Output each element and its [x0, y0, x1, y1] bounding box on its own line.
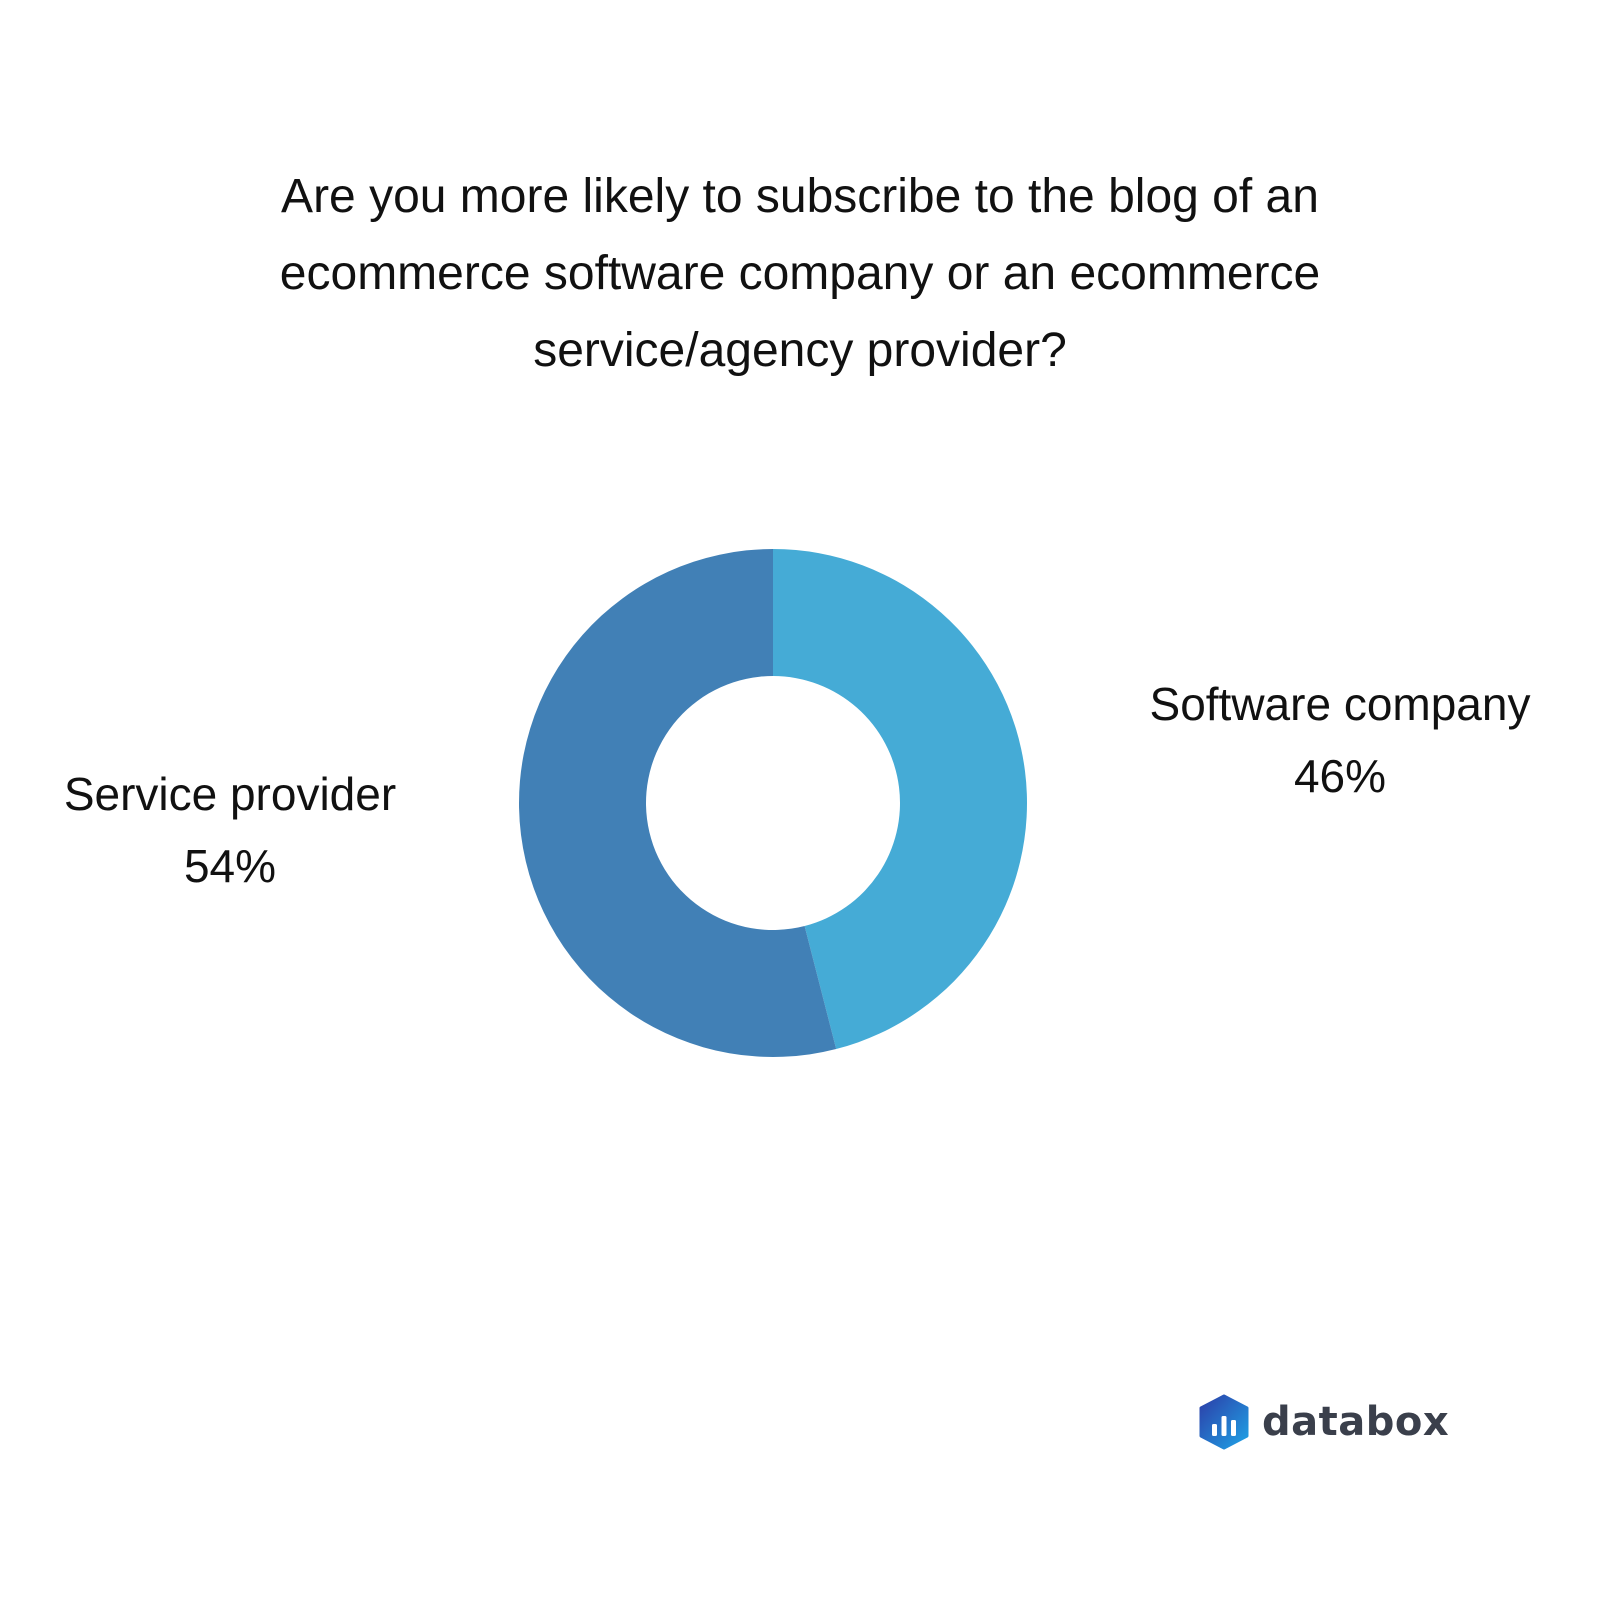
slice-label-service-provider: Service provider 54%	[20, 758, 440, 902]
donut-slice-service-provider	[519, 549, 837, 1057]
databox-logo-icon	[1199, 1394, 1249, 1450]
chart-title: Are you more likely to subscribe to the …	[279, 170, 1321, 377]
slice-label-name: Software company	[1149, 678, 1531, 730]
slice-label-name: Service provider	[63, 768, 397, 820]
slice-label-software-company: Software company 46%	[1110, 668, 1570, 812]
slice-label-value: 54%	[183, 840, 277, 892]
brand-logo: databox	[1198, 1394, 1449, 1450]
brand-name: databox	[1262, 1399, 1450, 1445]
slice-label-value: 46%	[1293, 750, 1387, 802]
donut-slice-software-company	[773, 549, 1028, 1050]
